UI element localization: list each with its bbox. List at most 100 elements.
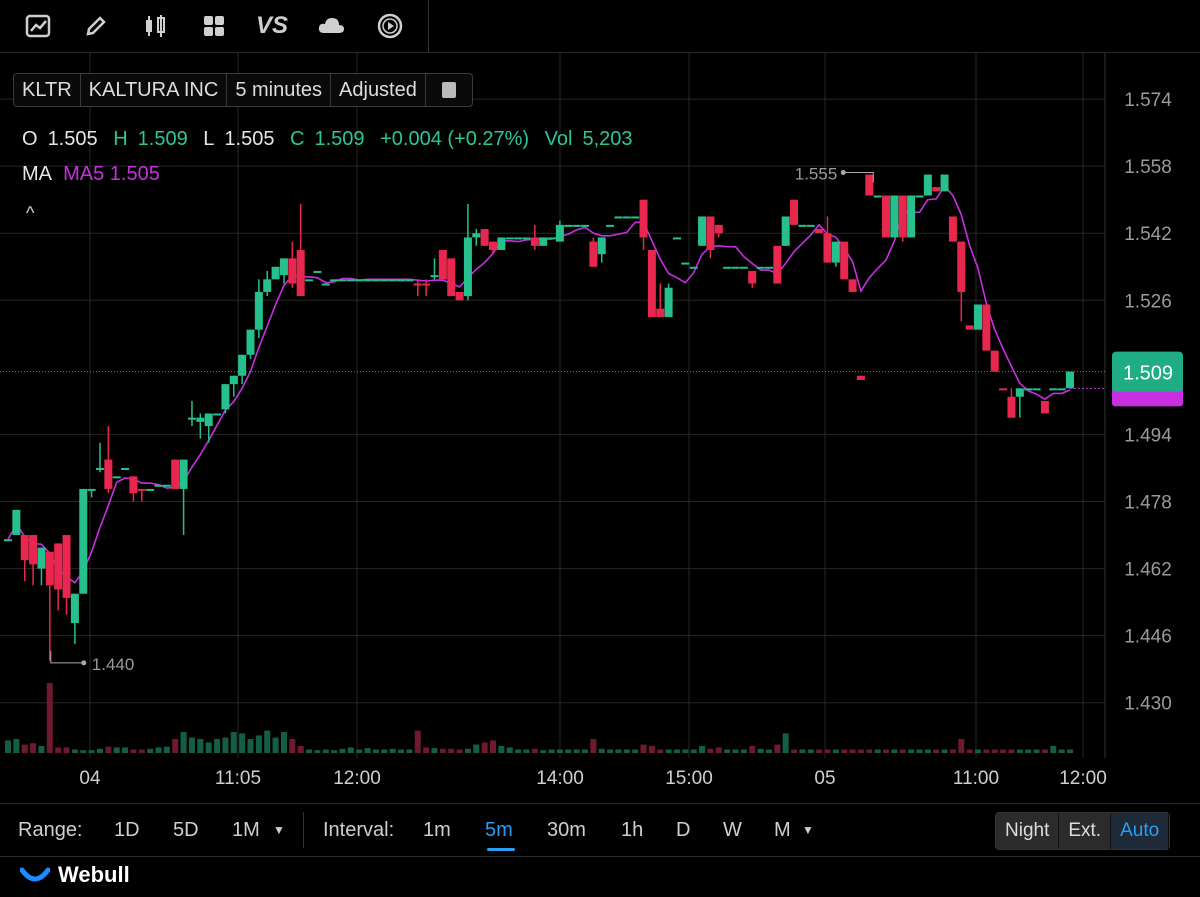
symbol[interactable]: KLTR [14, 74, 81, 106]
candle-body [932, 187, 941, 192]
collapse-chevron-icon[interactable]: ^ [26, 203, 35, 223]
candle-body [1015, 388, 1024, 397]
night-button[interactable]: Night [996, 813, 1060, 849]
ma-readout: MA MA5 1.505 [22, 163, 160, 186]
symbol-info-bar: KLTR KALTURA INC 5 minutes Adjusted [13, 73, 473, 107]
volume-bar [1000, 749, 1007, 753]
candle-body [422, 283, 431, 286]
volume-bar [949, 749, 956, 753]
range-1d[interactable]: 1D [114, 819, 140, 841]
candle-body [823, 233, 832, 263]
bottom-divider [303, 812, 304, 848]
candle-body [647, 250, 656, 318]
line-chart-icon[interactable] [20, 8, 56, 44]
candle-body [162, 484, 171, 487]
candle-body [614, 216, 623, 219]
candle-body [1049, 388, 1058, 391]
adjusted-label[interactable]: Adjusted [331, 74, 426, 106]
interval-m[interactable]: M [774, 819, 791, 841]
interval-1m[interactable]: 1m [423, 819, 451, 841]
volume-bar [498, 746, 505, 753]
range-5d[interactable]: 5D [173, 819, 199, 841]
candle-body [798, 224, 807, 227]
range-dropdown-icon[interactable]: ▼ [273, 823, 285, 837]
volume-bar [866, 749, 873, 753]
volume-bars [5, 683, 1073, 753]
candlestick-icon[interactable] [137, 8, 173, 44]
annotations: 1.555 1.440 [50, 164, 874, 674]
volume-bar [155, 747, 162, 753]
volume-bar [615, 749, 622, 753]
candle-body [865, 174, 874, 196]
candle-body [179, 459, 188, 489]
candle-body [572, 224, 581, 227]
interval-label[interactable]: 5 minutes [227, 74, 332, 106]
volume-bar [749, 746, 756, 753]
volume-bar [113, 747, 120, 753]
candle-body [79, 488, 88, 594]
candle-body [773, 245, 782, 284]
volume-bar [682, 749, 689, 753]
volume-bar [214, 739, 221, 753]
document-icon[interactable] [426, 74, 472, 106]
price-chart[interactable]: 1.555 1.440 1.574 1.558 1.542 1.526 1.494 1.47… [0, 53, 1200, 803]
volume-bar [63, 747, 70, 753]
candle-body [622, 216, 631, 219]
interval-d[interactable]: D [676, 819, 691, 841]
candle-body [948, 216, 957, 242]
range-1m[interactable]: 1M [232, 819, 260, 841]
volume-bar [21, 744, 28, 753]
play-icon[interactable] [372, 8, 408, 44]
volume-bar [958, 739, 965, 753]
volume-bar [799, 749, 806, 753]
candle-body [806, 224, 815, 227]
ma-label[interactable]: MA [22, 163, 52, 185]
y-tick-label: 1.526 [1124, 291, 1172, 312]
candle-body [748, 270, 757, 284]
interval-dropdown-icon[interactable]: ▼ [802, 823, 814, 837]
candle-body [873, 195, 882, 198]
candle-body [965, 325, 974, 330]
x-tick-label: 14:00 [536, 768, 584, 789]
volume-bar [657, 749, 664, 753]
grid-icon[interactable] [196, 8, 232, 44]
volume-bar [55, 747, 62, 753]
interval-5m[interactable]: 5m [485, 819, 513, 841]
volume-bar [71, 749, 78, 753]
vs-icon[interactable]: VS [255, 12, 288, 39]
high-label: H [113, 128, 128, 150]
candle-body [790, 199, 799, 225]
x-tick-label: 12:00 [1059, 768, 1107, 789]
volume-bar [883, 749, 890, 753]
candle-body [438, 250, 447, 280]
volume-bar [322, 749, 329, 753]
interval-w[interactable]: W [723, 819, 742, 841]
ext-button[interactable]: Ext. [1059, 813, 1112, 849]
pencil-icon[interactable] [78, 8, 114, 44]
volume-bar [765, 749, 772, 753]
volume-bar [531, 748, 538, 753]
toolbar-divider [428, 0, 429, 52]
candle-body [689, 266, 698, 269]
candle-body [121, 467, 130, 470]
volume-bar [1058, 749, 1065, 753]
candle-body [171, 459, 180, 489]
auto-button[interactable]: Auto [1111, 813, 1170, 849]
volume-label: Vol [544, 128, 573, 150]
interval-1h[interactable]: 1h [621, 819, 644, 841]
volume-bar [105, 746, 112, 753]
volume-bar [205, 742, 212, 753]
candle-body [330, 279, 339, 282]
candle-body [505, 237, 514, 240]
cloud-icon[interactable] [313, 8, 349, 44]
volume-bar [439, 748, 446, 753]
open-value: 1.505 [47, 128, 98, 150]
y-tick-label: 1.542 [1124, 224, 1172, 245]
volume-bar [1041, 749, 1048, 753]
candle-body [555, 224, 564, 242]
volume-bar [456, 749, 463, 753]
volume-bar [389, 748, 396, 753]
interval-30m[interactable]: 30m [547, 819, 586, 841]
volume-bar [481, 742, 488, 753]
candle-body [447, 258, 456, 297]
